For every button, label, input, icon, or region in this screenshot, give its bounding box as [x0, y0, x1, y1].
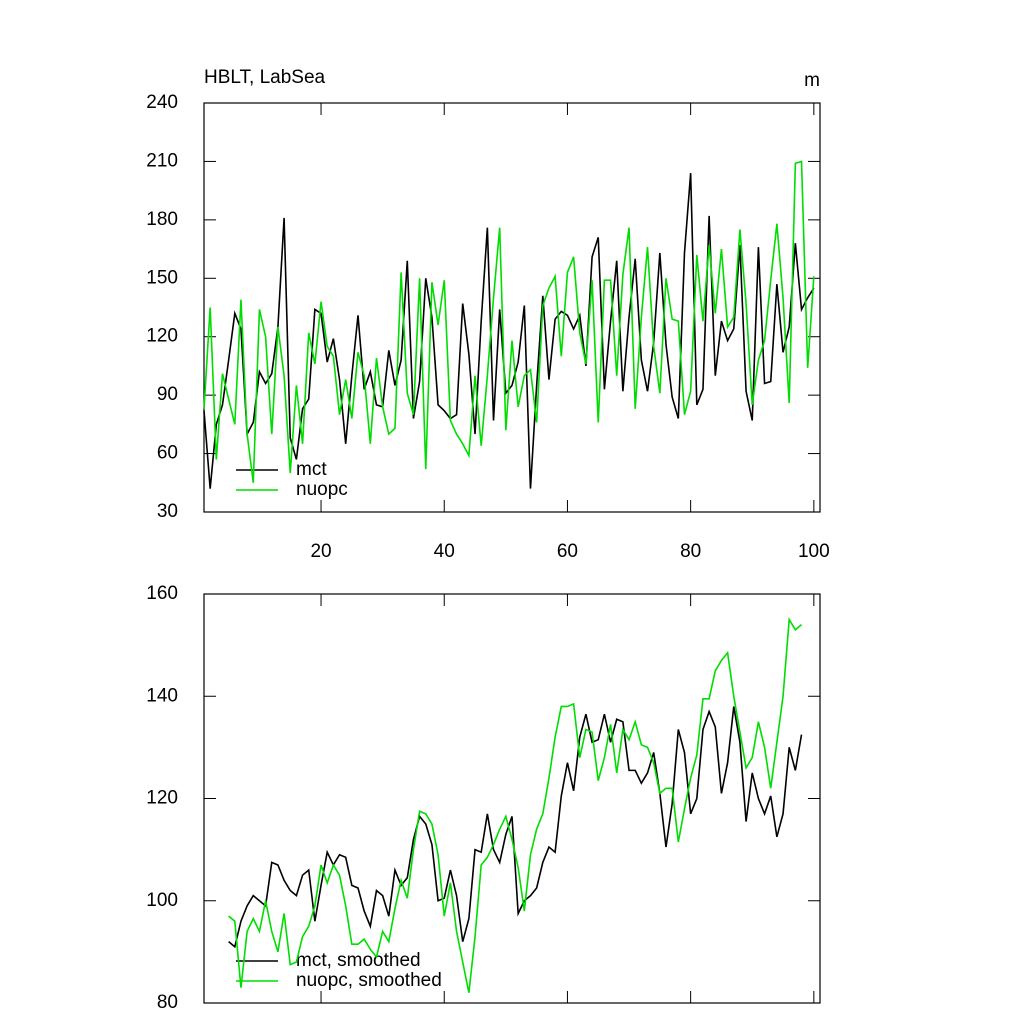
x-tick-label: 80 — [680, 541, 701, 562]
y-tick-label: 120 — [146, 326, 178, 347]
y-tick-label: 100 — [146, 890, 178, 911]
x-tick-label: 100 — [798, 541, 830, 562]
y-tick-label: 210 — [146, 150, 178, 171]
units-label: m — [804, 70, 820, 91]
series-line — [228, 617, 803, 993]
y-tick-label: 240 — [146, 92, 178, 113]
chart-title: HBLT, LabSea — [204, 67, 326, 88]
y-tick-label: 150 — [146, 267, 178, 288]
y-tick-label: 90 — [157, 384, 178, 405]
legend-label: nuopc — [296, 479, 348, 500]
y-tick-label: 180 — [146, 209, 178, 230]
y-tick-label: 120 — [146, 788, 178, 809]
plot-frame — [203, 102, 821, 513]
y-tick-label: 80 — [157, 992, 178, 1013]
legend-label: mct, smoothed — [296, 950, 421, 971]
y-tick-label: 140 — [146, 685, 178, 706]
x-tick-label: 20 — [310, 541, 331, 562]
y-tick-label: 160 — [146, 583, 178, 604]
x-tick-label: 60 — [557, 541, 578, 562]
series-line — [228, 706, 803, 949]
legend-label: nuopc, smoothed — [296, 970, 442, 991]
x-tick-label: 40 — [434, 541, 455, 562]
y-tick-label: 30 — [157, 501, 178, 522]
y-tick-label: 60 — [157, 443, 178, 464]
series-line — [203, 160, 815, 483]
legend-label: mct — [296, 459, 327, 480]
